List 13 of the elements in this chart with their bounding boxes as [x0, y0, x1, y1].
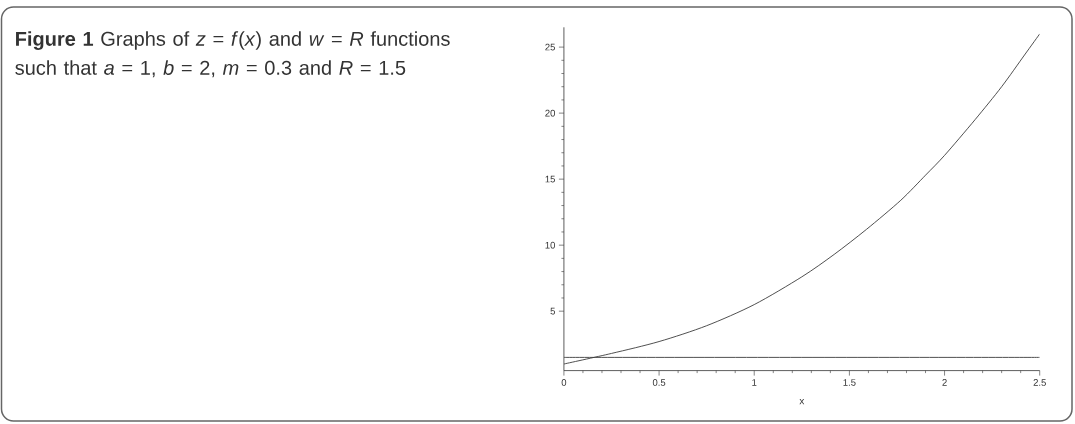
y-tick-label: 15	[545, 175, 555, 183]
y-tick-label: 20	[545, 109, 556, 117]
x-tick-label: 2	[942, 379, 947, 386]
y-tick-label: 10	[545, 241, 556, 249]
x-tick-label: 1.5	[843, 379, 856, 386]
x-axis-title: x	[799, 398, 805, 405]
x-tick-label: 0	[561, 379, 567, 386]
y-tick-label: 25	[545, 43, 555, 51]
x-tick-label: 2.5	[1033, 379, 1046, 386]
chart-title: Figure 1 Graphs of z = f(x) and w = R functions such that a = 1, b = 2, m = 0.3 and R = 1.5	[15, 31, 450, 78]
x-tick-label: 1	[752, 379, 757, 386]
x-tick-label: 0.5	[652, 379, 666, 386]
y-tick-label: 5	[550, 307, 555, 315]
